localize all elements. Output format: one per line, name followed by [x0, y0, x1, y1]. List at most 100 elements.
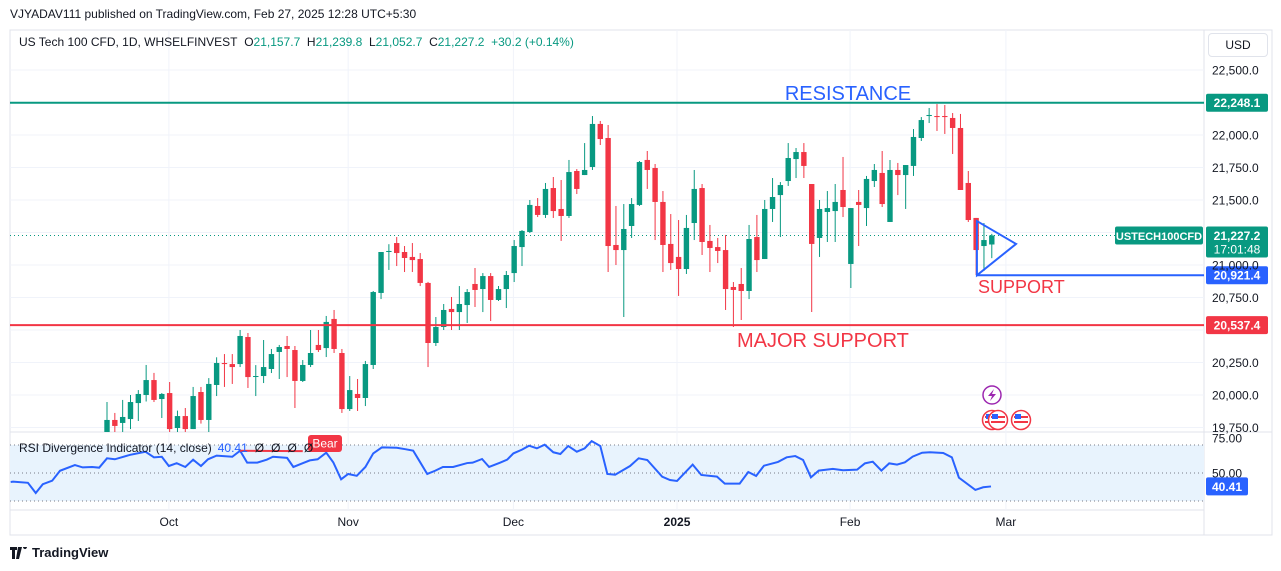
candle — [166, 382, 173, 432]
candle — [323, 315, 329, 358]
candle-body — [926, 114, 932, 117]
candle-body — [879, 172, 885, 205]
candle-body — [323, 321, 329, 349]
candle-body — [448, 308, 455, 313]
flag-stripe — [1014, 421, 1028, 423]
candle-body — [307, 353, 314, 365]
time-axis-label: Oct — [160, 515, 179, 529]
chart-frame — [9, 29, 1273, 536]
candle-body — [910, 136, 917, 166]
candle — [597, 120, 603, 146]
candle-body — [605, 137, 611, 247]
candle-body — [253, 376, 259, 378]
candle — [707, 224, 713, 273]
resistance-price-tag — [1206, 93, 1268, 112]
tradingview-logo-text: TradingView — [32, 545, 109, 560]
rsi-value: 40.41 — [217, 441, 248, 455]
candle-body — [832, 201, 838, 212]
candle-body — [777, 185, 784, 196]
candle — [879, 150, 885, 208]
candle — [354, 379, 361, 411]
major-support-price-label: 20,537.4 — [1214, 319, 1261, 333]
candle-body — [707, 240, 713, 248]
candle-body — [166, 393, 173, 430]
candle-body — [754, 237, 760, 261]
us-flag-icon — [1010, 409, 1032, 431]
candle-body — [300, 364, 306, 381]
flag-canton — [1015, 414, 1021, 419]
candle-body — [229, 364, 235, 368]
candle-body — [151, 380, 157, 400]
rsi-value-tag-label: 40.41 — [1212, 480, 1242, 494]
candle-body — [934, 116, 940, 118]
candle — [722, 234, 729, 310]
candle — [574, 169, 580, 195]
candle — [644, 150, 650, 189]
symbol-name[interactable]: US Tech 100 CFD, 1D, WHSELFINVEST — [19, 35, 238, 49]
candle-body — [472, 283, 478, 290]
candle — [119, 399, 126, 432]
candle-body — [715, 247, 721, 251]
candle-body — [785, 158, 791, 182]
candle — [190, 386, 196, 430]
candle-body — [691, 188, 697, 224]
candle-body — [440, 309, 447, 328]
support-text: SUPPORT — [978, 277, 1065, 297]
candle — [949, 113, 956, 154]
currency-button[interactable]: USD — [1208, 33, 1268, 57]
candle-body — [855, 201, 862, 205]
candle — [362, 360, 369, 407]
resistance-price-label: 22,248.1 — [1214, 96, 1261, 110]
candle-body — [699, 188, 705, 242]
candle-body — [354, 393, 361, 398]
candle-body — [809, 184, 815, 244]
candle — [542, 182, 549, 218]
major-support-text: MAJOR SUPPORT — [737, 330, 909, 352]
time-axis-label: Nov — [337, 515, 358, 529]
candle-body — [276, 347, 282, 352]
candle — [832, 184, 838, 242]
candle — [386, 244, 392, 270]
candle-body — [362, 364, 369, 398]
candle — [253, 365, 259, 397]
candle — [511, 240, 517, 283]
rsi-pane — [10, 439, 1204, 502]
candle-body — [793, 152, 799, 160]
candle — [237, 330, 243, 368]
rsi-axis-label: 50.00 — [1212, 467, 1242, 481]
price-axis-label: 21,500.0 — [1212, 194, 1259, 208]
high-label: H — [306, 35, 316, 49]
price-axis-label: 20,250.0 — [1212, 356, 1259, 370]
candle — [848, 208, 854, 289]
published-by-header: VJYADAV111 published on TradingView.com,… — [10, 7, 417, 21]
candle-body — [480, 276, 486, 290]
candle — [370, 291, 376, 369]
rsi-title[interactable]: RSI Divergence Indicator (14, close) — [19, 441, 212, 455]
symbol-tag-label: USTECH100CFD — [1116, 231, 1202, 243]
candle-body — [762, 208, 768, 260]
candle — [292, 345, 298, 408]
rsi-value-tag — [1206, 477, 1248, 496]
candle-body — [284, 345, 290, 349]
candle-body — [495, 289, 502, 300]
candle — [863, 175, 870, 226]
time-axis-label: 2025 — [664, 515, 691, 529]
price-axis-label: 20,750.0 — [1212, 291, 1259, 305]
close-value: 21,227.2 — [437, 35, 485, 49]
candle-body — [949, 117, 956, 128]
candle-body — [589, 123, 596, 167]
candle — [887, 159, 893, 222]
candle — [527, 200, 533, 234]
candle — [472, 267, 478, 307]
candle — [934, 104, 940, 131]
tradingview-logo[interactable]: TradingView — [10, 545, 108, 560]
candle-body — [769, 197, 776, 209]
rsi-axis-label: 75.00 — [1212, 432, 1242, 446]
candle — [715, 237, 721, 264]
candle-body — [902, 165, 909, 176]
candle-body — [871, 169, 878, 182]
price-axis-label: 19,750.0 — [1212, 421, 1259, 435]
candle — [127, 395, 134, 430]
candle — [855, 189, 862, 247]
